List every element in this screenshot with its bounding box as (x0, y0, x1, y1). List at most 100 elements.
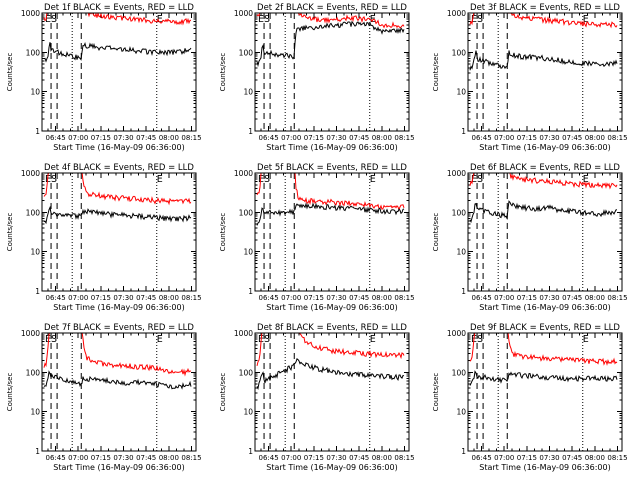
marker-label: E (157, 334, 163, 345)
x-tick-label: 06:45 (258, 294, 278, 302)
x-tick-label: 08:15 (394, 294, 414, 302)
y-axis-label: Counts/sec (6, 213, 14, 252)
x-axis-label: Start Time (16-May-09 06:36:00) (53, 143, 184, 152)
x-tick-label: 07:00 (494, 454, 514, 462)
y-tick-label: 100 (26, 208, 41, 217)
x-axis-label: Start Time (16-May-09 06:36:00) (479, 303, 610, 312)
x-tick-label: 08:00 (372, 134, 392, 142)
x-tick-label: 06:45 (471, 134, 491, 142)
events-series-line (43, 205, 192, 225)
y-tick-label: 100 (452, 368, 467, 377)
y-tick-label: 10 (243, 88, 253, 97)
y-tick-label: 1000 (21, 9, 40, 18)
y-tick-label: 1 (248, 287, 253, 296)
y-tick-label: 1 (461, 287, 466, 296)
y-tick-label: 100 (239, 48, 254, 57)
marker-label: E (157, 14, 163, 25)
x-tick-label: 07:15 (304, 454, 324, 462)
events-series-line (256, 357, 405, 390)
x-tick-label: 08:00 (585, 454, 605, 462)
detector-panel: Det 9f BLACK = Events, RED = LLD Counts/s… (432, 323, 628, 472)
marker-label: E (471, 14, 477, 25)
marker-label: S (477, 14, 483, 25)
marker-label: E (370, 174, 376, 185)
x-tick-label: 08:15 (394, 134, 414, 142)
y-axis-label: Counts/sec (6, 53, 14, 92)
x-tick-label: 07:30 (539, 134, 559, 142)
lld-series-line (43, 13, 192, 26)
x-tick-label: 07:15 (517, 454, 537, 462)
x-tick-label: 07:45 (562, 454, 582, 462)
y-axis-label: Counts/sec (219, 53, 227, 92)
y-axis-label: Counts/sec (6, 373, 14, 412)
marker-label: S (477, 334, 483, 345)
x-tick-label: 07:15 (304, 134, 324, 142)
trace-group (256, 173, 405, 226)
chart-title: Det 9f BLACK = Events, RED = LLD (470, 323, 620, 333)
events-series-line (43, 370, 192, 390)
y-tick-label: 1 (461, 447, 466, 456)
detector-panel: Det 2f BLACK = Events, RED = LLD Counts/s… (219, 3, 415, 152)
y-axis-label: Counts/sec (432, 373, 440, 412)
y-tick-label: 100 (239, 368, 254, 377)
x-tick-label: 06:45 (258, 454, 278, 462)
x-tick-label: 07:15 (91, 294, 111, 302)
y-tick-label: 10 (30, 408, 40, 417)
y-axis-label: Counts/sec (219, 373, 227, 412)
marker-label: S (264, 14, 270, 25)
x-tick-label: 08:15 (181, 454, 201, 462)
lld-series-line (469, 13, 618, 29)
x-tick-label: 08:15 (607, 134, 627, 142)
plot-frame (467, 172, 623, 292)
marker-label: E (45, 334, 51, 345)
plot-frame (41, 332, 197, 452)
x-tick-label: 07:45 (349, 454, 369, 462)
y-tick-label: 100 (452, 208, 467, 217)
events-series-line (469, 50, 618, 71)
x-tick-label: 06:45 (45, 454, 65, 462)
detector-panel: Det 5f BLACK = Events, RED = LLD Counts/s… (219, 163, 415, 312)
x-axis-label: Start Time (16-May-09 06:36:00) (53, 303, 184, 312)
y-tick-label: 10 (456, 248, 466, 257)
plot-frame (467, 332, 623, 452)
x-tick-label: 07:00 (494, 134, 514, 142)
x-tick-label: 08:00 (585, 294, 605, 302)
y-tick-label: 1 (248, 447, 253, 456)
y-tick-label: 10 (30, 248, 40, 257)
detector-panel: Det 3f BLACK = Events, RED = LLD Counts/s… (432, 3, 628, 152)
y-tick-label: 100 (239, 208, 254, 217)
marker-label: E (583, 334, 589, 345)
marker-label: E (157, 174, 163, 185)
marker-label: E (583, 14, 589, 25)
x-tick-label: 07:30 (113, 454, 133, 462)
y-tick-label: 1000 (21, 169, 40, 178)
x-tick-label: 08:00 (159, 134, 179, 142)
x-axis-label: Start Time (16-May-09 06:36:00) (266, 463, 397, 472)
x-tick-label: 07:45 (136, 134, 156, 142)
x-tick-label: 07:00 (281, 454, 301, 462)
x-tick-label: 07:30 (113, 134, 133, 142)
x-tick-label: 06:45 (471, 294, 491, 302)
x-tick-label: 08:15 (181, 294, 201, 302)
y-tick-label: 100 (26, 368, 41, 377)
marker-label: E (258, 14, 264, 25)
detector-panel: Det 7f BLACK = Events, RED = LLD Counts/s… (6, 323, 202, 472)
y-tick-label: 1000 (234, 169, 253, 178)
x-tick-label: 07:00 (281, 134, 301, 142)
trace-group (469, 173, 618, 224)
y-tick-label: 1000 (447, 9, 466, 18)
y-tick-label: 10 (30, 88, 40, 97)
marker-label: E (45, 14, 51, 25)
x-tick-label: 06:45 (45, 294, 65, 302)
x-axis-label: Start Time (16-May-09 06:36:00) (479, 463, 610, 472)
detector-panel: Det 6f BLACK = Events, RED = LLD Counts/s… (432, 163, 628, 312)
x-tick-label: 07:30 (539, 454, 559, 462)
chart-title: Det 8f BLACK = Events, RED = LLD (257, 323, 407, 333)
x-tick-label: 08:00 (159, 294, 179, 302)
y-tick-label: 10 (243, 408, 253, 417)
x-tick-label: 06:45 (258, 134, 278, 142)
y-axis-label: Counts/sec (432, 53, 440, 92)
y-tick-label: 10 (243, 248, 253, 257)
x-tick-label: 08:00 (372, 454, 392, 462)
x-tick-label: 07:45 (562, 134, 582, 142)
